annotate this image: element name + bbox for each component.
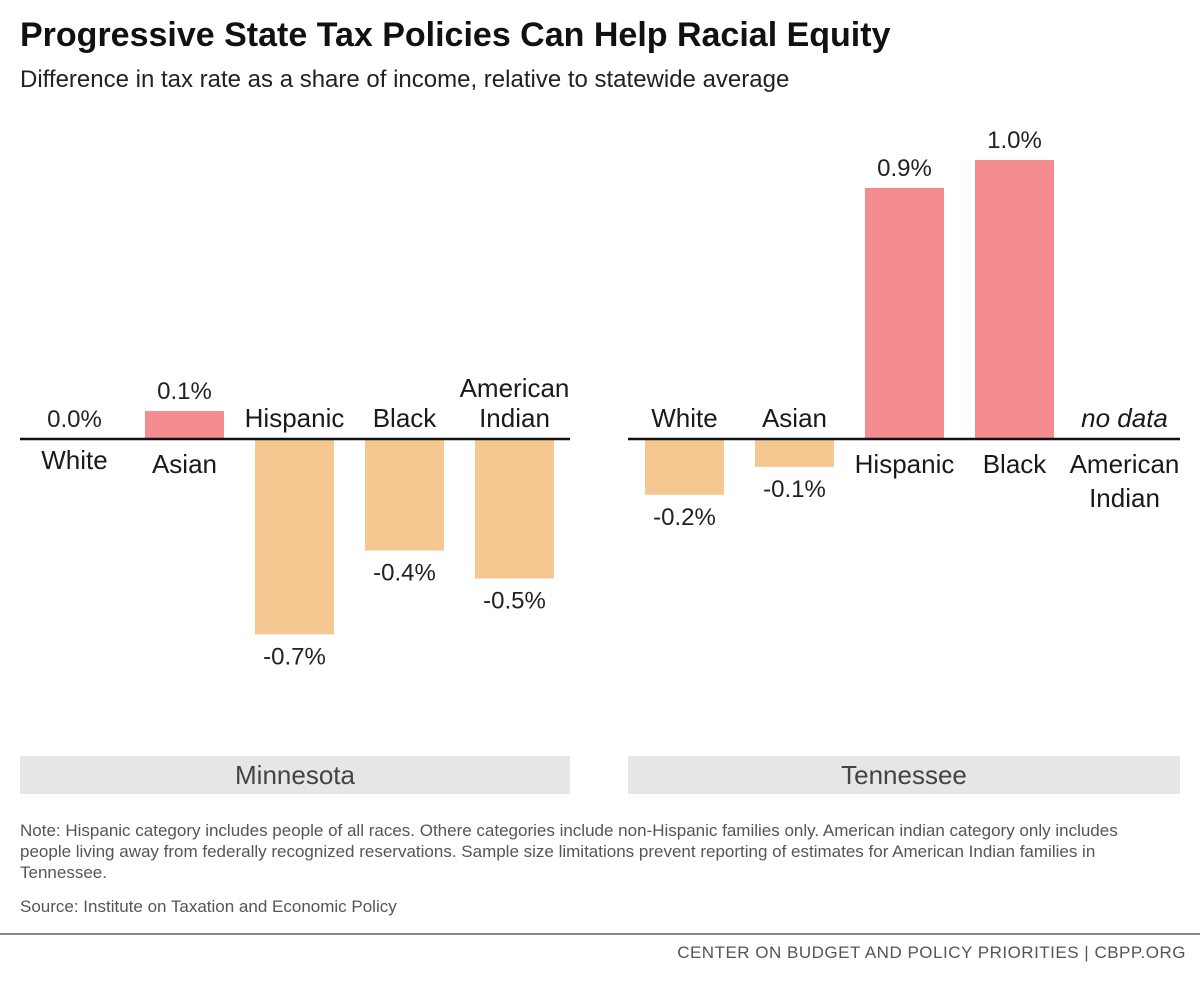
panel-tennessee-asian-bar (755, 439, 834, 467)
panel-tennessee-white-category-label: White (651, 403, 717, 433)
panel-minnesota-hispanic-value-label: -0.7% (263, 643, 326, 670)
panel-minnesota-american-indian-category-label: American Indian (460, 373, 570, 433)
panel-tennessee-hispanic-value-label: 0.9% (877, 155, 932, 182)
panel-minnesota-label: Minnesota (235, 760, 355, 790)
panel-tennessee-american-indian-category-label: American Indian (1070, 449, 1180, 513)
panel-tennessee-black-value-label: 1.0% (987, 127, 1042, 154)
panel-tennessee-white-bar (645, 439, 724, 495)
panel-minnesota-hispanic-category-label: Hispanic (245, 403, 345, 433)
panel-minnesota-white-category-label: White (41, 445, 107, 475)
panel-tennessee-american-indian-no-data-label: no data (1081, 403, 1168, 433)
panel-minnesota-black-bar (365, 439, 444, 551)
panel-tennessee-label-band (628, 756, 1180, 794)
panel-tennessee-hispanic-bar (865, 187, 944, 439)
chart-source: Source: Institute on Taxation and Econom… (20, 897, 397, 916)
panel-minnesota-label-band (20, 756, 570, 794)
panel-tennessee-hispanic-category-label: Hispanic (855, 449, 955, 479)
panel-tennessee-label: Tennessee (841, 760, 967, 790)
panel-minnesota-asian-bar (145, 411, 224, 439)
panel-minnesota-asian-category-label: Asian (152, 449, 217, 479)
panel-minnesota-asian-value-label: 0.1% (157, 378, 212, 405)
panel-minnesota-hispanic-bar (255, 439, 334, 635)
panel-minnesota-american-indian-value-label: -0.5% (483, 588, 546, 615)
panel-tennessee-asian-category-label: Asian (762, 403, 827, 433)
panel-minnesota-black-category-label: Black (373, 403, 438, 433)
chart-subtitle: Difference in tax rate as a share of inc… (20, 66, 790, 93)
panel-tennessee-black-category-label: Black (983, 449, 1048, 479)
bar-chart: 0.0% White 0.1% Asian -0.7% Hispanic -0.4% Blac… (20, 127, 1180, 794)
chart-note: Note: Hispanic category includes people … (20, 821, 1118, 882)
chart-title: Progressive State Tax Policies Can Help … (20, 16, 891, 54)
panel-tennessee-white-value-label: -0.2% (653, 504, 716, 531)
panel-tennessee-asian-value-label: -0.1% (763, 476, 826, 503)
footer-credit: CENTER ON BUDGET AND POLICY PRIORITIES |… (677, 943, 1186, 962)
footer-divider (0, 933, 1200, 935)
panel-minnesota-american-indian-bar (475, 439, 554, 579)
panel-minnesota-black-value-label: -0.4% (373, 560, 436, 587)
panel-tennessee-black-bar (975, 160, 1054, 439)
panel-minnesota-white-value-label: 0.0% (47, 406, 102, 433)
